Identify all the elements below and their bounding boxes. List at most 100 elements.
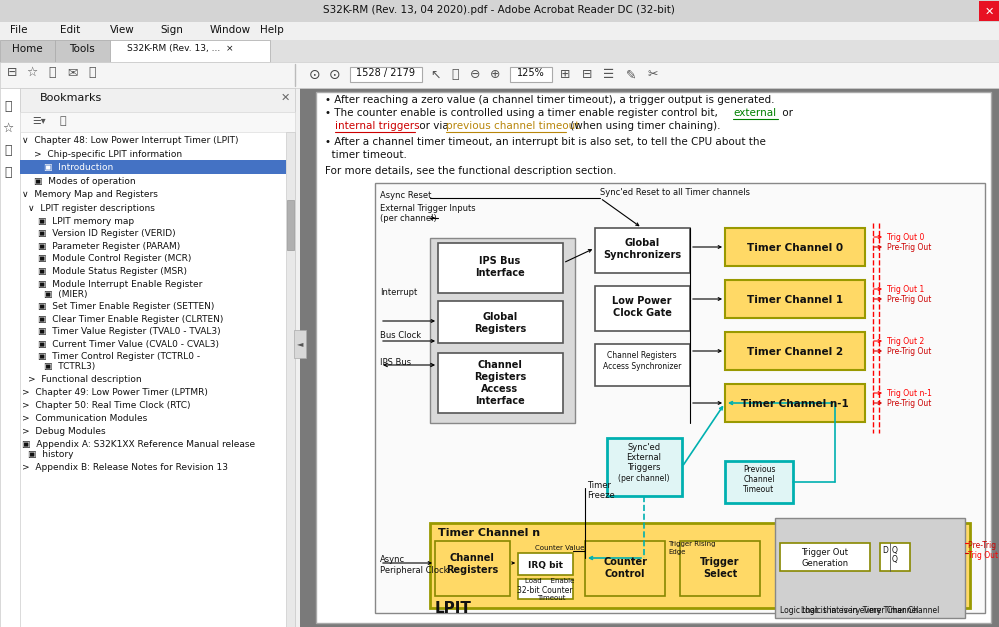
Text: ▣  Version ID Register (VERID): ▣ Version ID Register (VERID) — [38, 229, 176, 238]
Text: >  Chapter 49: Low Power Timer (LPTMR): > Chapter 49: Low Power Timer (LPTMR) — [22, 388, 208, 397]
Text: ∨  Chapter 48: Low Power Interrupt Timer (LPIT): ∨ Chapter 48: Low Power Interrupt Timer … — [22, 136, 239, 145]
Text: Trig Out n-1: Trig Out n-1 — [887, 389, 932, 398]
Text: Channel: Channel — [743, 475, 775, 484]
Text: Trig Out n: Trig Out n — [968, 551, 999, 560]
Text: For more details, see the functional description section.: For more details, see the functional des… — [325, 166, 616, 176]
Text: Registers: Registers — [474, 324, 526, 334]
Text: View: View — [110, 25, 135, 35]
Text: ▣  Module Interrupt Enable Register: ▣ Module Interrupt Enable Register — [38, 280, 203, 289]
Text: Async: Async — [380, 555, 406, 564]
Text: Control: Control — [604, 569, 645, 579]
Text: Sync'ed: Sync'ed — [627, 443, 660, 452]
Text: Load    Enable: Load Enable — [525, 578, 574, 584]
Text: timer timeout.: timer timeout. — [325, 150, 407, 160]
Text: ⌕: ⌕ — [88, 66, 96, 79]
Text: Freeze: Freeze — [587, 491, 614, 500]
Text: Peripheral Clock: Peripheral Clock — [380, 566, 449, 575]
Bar — [300, 88, 999, 627]
Text: Registers: Registers — [446, 565, 499, 575]
Text: Triggers: Triggers — [627, 463, 660, 472]
Text: ✉: ✉ — [67, 66, 77, 79]
Text: Trig Out 2: Trig Out 2 — [887, 337, 924, 346]
Text: Timer Channel n-1: Timer Channel n-1 — [741, 399, 849, 409]
Text: Trigger Out: Trigger Out — [801, 548, 848, 557]
Bar — [960, 1, 979, 21]
Text: ⊕: ⊕ — [490, 68, 500, 82]
Text: Interface: Interface — [476, 268, 524, 278]
Text: ☰▾: ☰▾ — [32, 116, 46, 126]
Text: ☆: ☆ — [2, 122, 14, 135]
Bar — [775, 518, 965, 618]
Text: Pre-Trig Out: Pre-Trig Out — [887, 243, 931, 252]
Text: Channel Registers: Channel Registers — [607, 351, 676, 360]
Bar — [316, 92, 991, 623]
Text: LPIT: LPIT — [435, 601, 472, 616]
Text: ☆: ☆ — [26, 66, 38, 79]
Text: File: File — [10, 25, 28, 35]
Text: Global: Global — [483, 312, 517, 322]
Text: Global: Global — [624, 238, 659, 248]
Text: Timeout: Timeout — [537, 595, 565, 601]
Bar — [725, 384, 865, 422]
Bar — [595, 344, 690, 386]
Text: Sync'ed Reset to all Timer channels: Sync'ed Reset to all Timer channels — [600, 188, 750, 197]
Text: Pre-Trig Out: Pre-Trig Out — [968, 541, 999, 550]
Text: ▣  Introduction: ▣ Introduction — [44, 163, 113, 172]
Bar — [585, 541, 665, 596]
Text: ▣  Set Timer Enable Register (SETTEN): ▣ Set Timer Enable Register (SETTEN) — [38, 302, 215, 311]
Text: ⊟: ⊟ — [7, 66, 17, 79]
Text: Counter Value: Counter Value — [535, 545, 584, 551]
Bar — [607, 438, 682, 496]
Text: Generation: Generation — [801, 559, 848, 568]
Text: Clock Gate: Clock Gate — [612, 308, 671, 318]
Text: ⊙: ⊙ — [330, 68, 341, 82]
Text: Previous: Previous — [742, 465, 775, 474]
Text: 1528 / 2179: 1528 / 2179 — [357, 68, 416, 78]
Text: ⊟: ⊟ — [581, 68, 592, 82]
Text: Edit: Edit — [60, 25, 80, 35]
Text: ⊞: ⊞ — [559, 68, 570, 82]
Text: Logic that is in every Timer Channel: Logic that is in every Timer Channel — [801, 606, 939, 615]
Text: Sign: Sign — [160, 25, 183, 35]
Text: ☰: ☰ — [603, 68, 614, 82]
Text: Access: Access — [482, 384, 518, 394]
Text: IPS Bus: IPS Bus — [480, 256, 520, 266]
Text: external: external — [733, 108, 776, 118]
Text: ✕: ✕ — [984, 7, 994, 17]
Bar — [941, 1, 960, 21]
Text: ▣  history: ▣ history — [28, 450, 74, 459]
Text: Counter: Counter — [603, 557, 647, 567]
Bar — [725, 332, 865, 370]
Text: Pre-Trig Out: Pre-Trig Out — [887, 295, 931, 304]
Text: ▣  (MIER): ▣ (MIER) — [44, 290, 88, 299]
Text: Timer: Timer — [587, 481, 611, 490]
Text: • After a channel timer timeout, an interrupt bit is also set, to tell the CPU a: • After a channel timer timeout, an inte… — [325, 137, 766, 147]
Bar — [20, 112, 295, 132]
Text: 32-bit Counter: 32-bit Counter — [517, 586, 572, 595]
Text: Select: Select — [703, 569, 737, 579]
Bar — [510, 67, 552, 82]
Bar — [430, 238, 575, 423]
Text: ▣  TCTRL3): ▣ TCTRL3) — [44, 362, 95, 371]
Bar — [438, 243, 563, 293]
Bar — [430, 523, 970, 608]
Text: ✋: ✋ — [452, 68, 459, 82]
Text: Trig Out 0: Trig Out 0 — [887, 233, 924, 242]
Text: Synchronizers: Synchronizers — [603, 250, 681, 260]
Text: Timer Channel 1: Timer Channel 1 — [747, 295, 843, 305]
Text: • After reaching a zero value (a channel timer timeout), a trigger output is gen: • After reaching a zero value (a channel… — [325, 95, 774, 105]
Bar — [0, 88, 295, 627]
Text: External: External — [626, 453, 661, 462]
Text: >  Chip-specific LPIT information: > Chip-specific LPIT information — [34, 150, 182, 159]
Text: ✂: ✂ — [647, 68, 658, 82]
Text: internal triggers: internal triggers — [335, 121, 420, 131]
Text: IRQ bit: IRQ bit — [527, 561, 562, 570]
Bar — [0, 40, 999, 62]
Bar — [725, 461, 793, 503]
Bar — [880, 543, 910, 571]
Text: ▣  Module Status Register (MSR): ▣ Module Status Register (MSR) — [38, 267, 187, 276]
Text: ▣  Timer Value Register (TVAL0 - TVAL3): ▣ Timer Value Register (TVAL0 - TVAL3) — [38, 327, 221, 336]
Bar — [725, 228, 865, 266]
Text: ∨  LPIT register descriptions: ∨ LPIT register descriptions — [28, 204, 155, 213]
Text: 🔖: 🔖 — [4, 144, 12, 157]
